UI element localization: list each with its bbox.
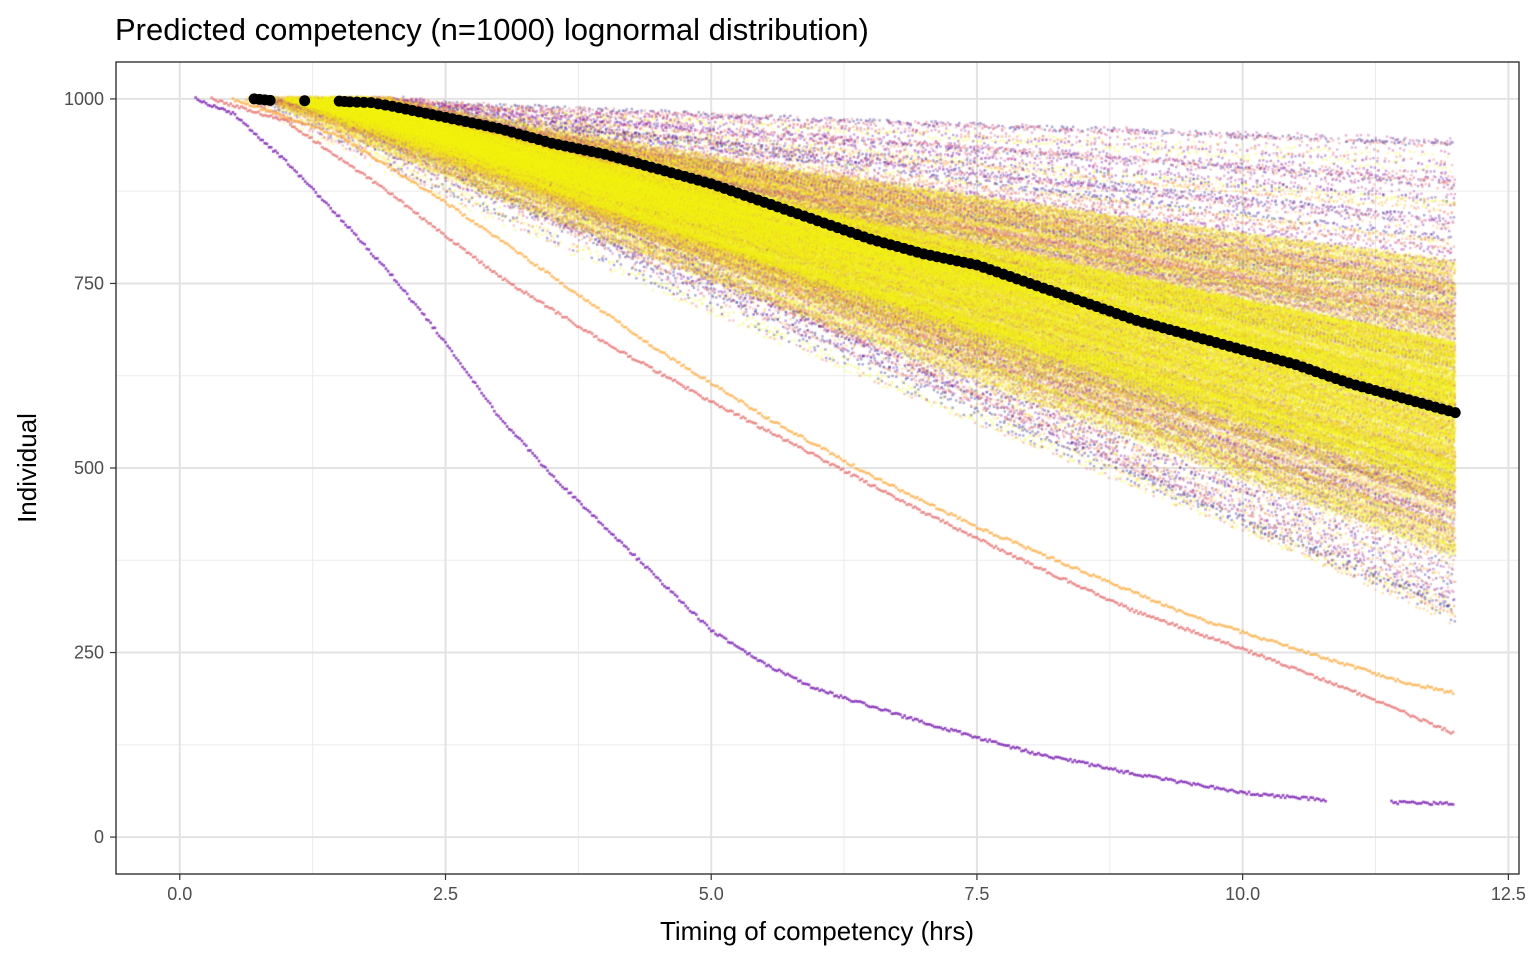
x-tick-label: 12.5 [1491, 884, 1526, 904]
y-tick-label: 750 [74, 273, 104, 293]
mean-point [1449, 407, 1461, 419]
mean-trajectory-points [248, 93, 1461, 419]
y-tick-label: 500 [74, 458, 104, 478]
chart-title: Predicted competency (n=1000) lognormal … [115, 12, 869, 47]
mean-point [264, 94, 276, 106]
x-tick-label: 0.0 [167, 884, 192, 904]
x-tick-label: 5.0 [699, 884, 724, 904]
y-tick-label: 0 [94, 827, 104, 847]
y-tick-label: 1000 [64, 89, 104, 109]
x-tick-label: 10.0 [1225, 884, 1260, 904]
x-axis: 0.0 2.5 5.0 7.5 10.0 12.5 [167, 874, 1526, 904]
y-axis: 0 250 500 750 1000 [64, 89, 116, 847]
y-tick-label: 250 [74, 643, 104, 663]
x-axis-title: Timing of competency (hrs) [660, 916, 974, 946]
x-tick-label: 2.5 [433, 884, 458, 904]
x-tick-label: 7.5 [964, 884, 989, 904]
trajectory-layer [116, 62, 1519, 874]
mean-point [299, 95, 311, 107]
y-axis-title: Individual [12, 413, 42, 523]
